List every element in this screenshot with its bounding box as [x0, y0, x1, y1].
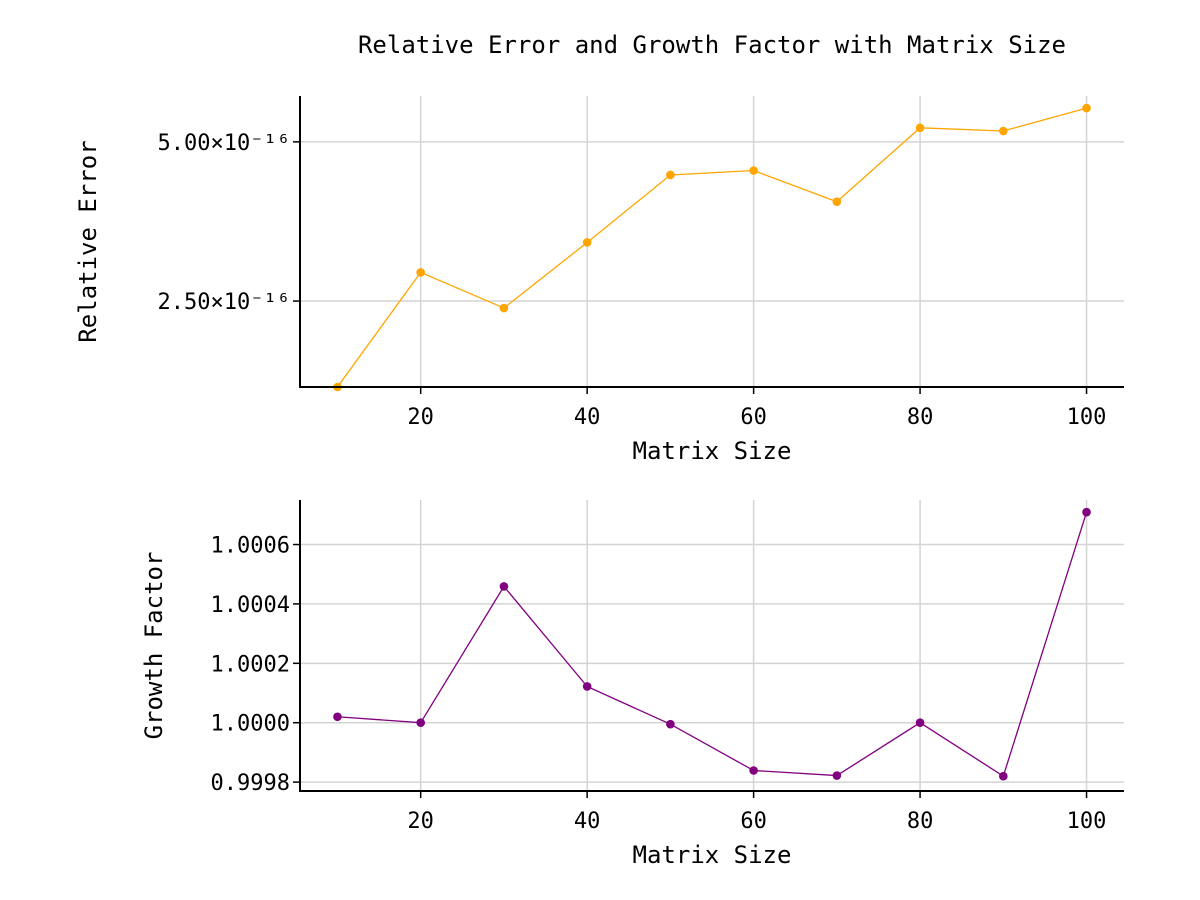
y-tick-label: 2.50×10⁻¹⁶	[158, 290, 290, 315]
series-layer	[333, 507, 1091, 781]
x-tick-label: 60	[740, 405, 767, 430]
data-point	[582, 238, 592, 247]
data-point	[499, 582, 509, 591]
grid-lines	[300, 96, 1124, 387]
figure-title: Relative Error and Growth Factor with Ma…	[358, 31, 1066, 59]
data-point	[999, 126, 1008, 136]
data-point	[416, 718, 425, 728]
data-point	[999, 771, 1008, 781]
relative-error-chart: 20 40 60 80 100 2.50×10⁻¹⁶ 5.00×10⁻¹⁶ Matrix S…	[74, 96, 1124, 465]
data-point	[915, 718, 925, 728]
data-point	[1082, 507, 1091, 517]
data-point	[333, 712, 342, 722]
data-point	[749, 166, 758, 175]
x-axis-label: Matrix Size	[633, 841, 792, 869]
data-point	[666, 719, 675, 729]
series-layer	[333, 103, 1091, 392]
y-tick-label: 0.9998	[211, 771, 290, 796]
x-tick-label: 60	[740, 809, 767, 834]
y-tick-label: 1.0006	[211, 534, 290, 559]
data-point	[416, 268, 425, 277]
data-point	[749, 766, 758, 775]
x-tick-label: 40	[574, 809, 601, 834]
x-tick-label: 80	[907, 809, 934, 834]
x-tick-label: 20	[407, 809, 434, 834]
y-axis-label: Relative Error	[74, 140, 102, 342]
tick-layer: 20 40 60 80 100 2.50×10⁻¹⁶ 5.00×10⁻¹⁶	[158, 131, 1107, 430]
growth-factor-chart: 20 40 60 80 100 0.9998 1.0000 1.0002 1.0004 1.000…	[140, 500, 1124, 869]
x-axis-label: Matrix Size	[633, 437, 792, 465]
data-point	[582, 682, 592, 691]
series-line	[337, 511, 1088, 778]
tick-layer: 20 40 60 80 100 0.9998 1.0000 1.0002 1.0004 1.000…	[211, 534, 1107, 834]
y-tick-label: 1.0004	[211, 593, 290, 618]
series-line	[336, 107, 1087, 388]
data-point	[1082, 103, 1091, 113]
x-tick-label: 80	[907, 405, 934, 430]
data-point	[499, 303, 509, 313]
data-point	[915, 123, 925, 133]
x-tick-label: 40	[574, 405, 601, 430]
y-axis-label: Growth Factor	[140, 552, 168, 740]
y-tick-label: 1.0000	[211, 712, 290, 737]
data-point	[666, 170, 675, 180]
y-tick-label: 5.00×10⁻¹⁶	[158, 131, 290, 156]
x-tick-label: 100	[1067, 405, 1107, 430]
x-tick-label: 100	[1067, 809, 1107, 834]
data-point	[832, 771, 842, 780]
grid-lines	[300, 500, 1124, 791]
y-tick-label: 1.0002	[211, 652, 290, 677]
data-point	[832, 197, 842, 207]
x-tick-label: 20	[407, 405, 434, 430]
